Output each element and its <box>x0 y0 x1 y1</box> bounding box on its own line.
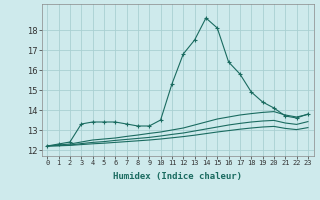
X-axis label: Humidex (Indice chaleur): Humidex (Indice chaleur) <box>113 172 242 181</box>
